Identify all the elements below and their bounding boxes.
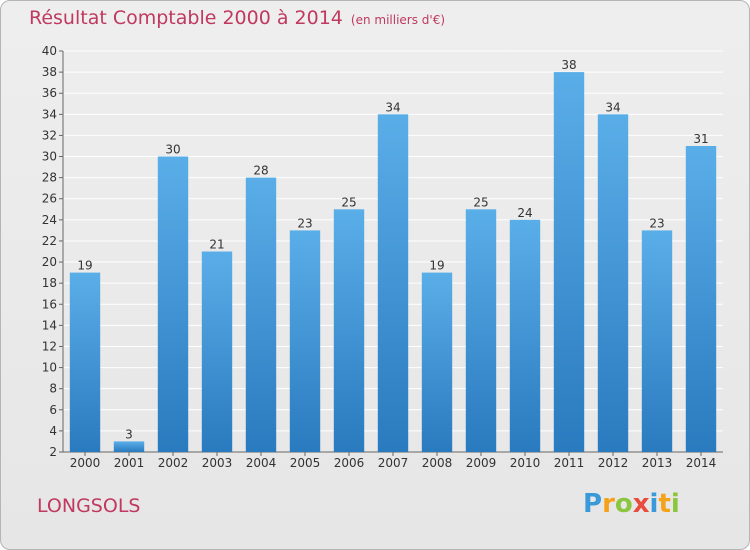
data-label: 38 (561, 58, 576, 72)
bar (245, 177, 277, 452)
y-tick-label: 2 (49, 445, 57, 459)
bar (201, 251, 233, 452)
bar (641, 230, 673, 452)
data-label: 25 (341, 195, 356, 209)
data-label: 31 (693, 132, 708, 146)
y-tick-label: 6 (49, 403, 57, 417)
y-tick-label: 32 (42, 128, 57, 142)
data-label: 30 (165, 143, 180, 157)
logo-letter: r (602, 489, 615, 519)
bar (421, 272, 453, 452)
y-tick-label: 10 (42, 361, 57, 375)
bar (597, 114, 629, 453)
x-tick-label: 2007 (378, 456, 409, 470)
y-tick-label: 38 (42, 65, 57, 79)
data-label: 19 (77, 259, 92, 273)
bar (157, 156, 189, 452)
y-tick-label: 8 (49, 382, 57, 396)
commune-name: LONGSOLS (37, 495, 141, 517)
x-tick-label: 2008 (422, 456, 453, 470)
x-tick-label: 2004 (246, 456, 277, 470)
data-label: 28 (253, 164, 268, 178)
data-label: 34 (385, 100, 400, 114)
y-tick-label: 24 (42, 213, 57, 227)
x-tick-label: 2006 (334, 456, 365, 470)
y-tick-label: 14 (42, 318, 57, 332)
x-tick-label: 2003 (202, 456, 233, 470)
bar (289, 230, 321, 452)
bar (113, 441, 145, 452)
chart-unit: (en milliers d'€) (350, 13, 446, 27)
y-tick-label: 22 (42, 234, 57, 248)
y-tick-label: 18 (42, 276, 57, 290)
bar (553, 72, 585, 452)
y-tick-label: 20 (42, 255, 57, 269)
y-tick-label: 28 (42, 171, 57, 185)
logo-letter: i (649, 489, 659, 519)
chart-title: Résultat Comptable 2000 à 2014 (en millie… (29, 7, 445, 29)
x-tick-label: 2001 (114, 456, 145, 470)
y-tick-label: 12 (42, 339, 57, 353)
bar (333, 209, 365, 452)
data-label: 25 (473, 195, 488, 209)
data-label: 23 (649, 216, 664, 230)
bar (465, 209, 497, 452)
y-tick-label: 4 (49, 424, 57, 438)
y-tick-label: 30 (42, 150, 57, 164)
data-label: 19 (429, 259, 444, 273)
logo-letter: o (614, 489, 633, 519)
data-label: 3 (125, 427, 133, 441)
logo-letter: t (658, 489, 671, 519)
y-tick-label: 36 (42, 86, 57, 100)
bar (69, 272, 101, 452)
x-tick-label: 2011 (554, 456, 585, 470)
x-tick-label: 2010 (510, 456, 541, 470)
logo-letter: i (670, 489, 680, 519)
x-tick-label: 2009 (466, 456, 497, 470)
data-label: 23 (297, 216, 312, 230)
chart-title-text: Résultat Comptable 2000 à 2014 (29, 7, 343, 29)
bar (685, 146, 717, 452)
logo-letter: x (632, 489, 650, 519)
x-tick-label: 2013 (642, 456, 673, 470)
x-tick-label: 2002 (158, 456, 189, 470)
x-tick-label: 2012 (598, 456, 629, 470)
y-tick-label: 26 (42, 192, 57, 206)
logo-letter: P (583, 489, 603, 519)
bar (509, 219, 541, 452)
y-tick-label: 34 (42, 107, 57, 121)
x-tick-label: 2014 (686, 456, 717, 470)
proxiti-logo[interactable]: Proxiti (583, 489, 680, 519)
x-tick-label: 2005 (290, 456, 321, 470)
y-tick-label: 40 (42, 44, 57, 58)
data-label: 24 (517, 206, 532, 220)
y-tick-label: 16 (42, 297, 57, 311)
data-label: 21 (209, 238, 224, 252)
bar (377, 114, 409, 453)
x-tick-label: 2000 (70, 456, 101, 470)
data-label: 34 (605, 100, 620, 114)
